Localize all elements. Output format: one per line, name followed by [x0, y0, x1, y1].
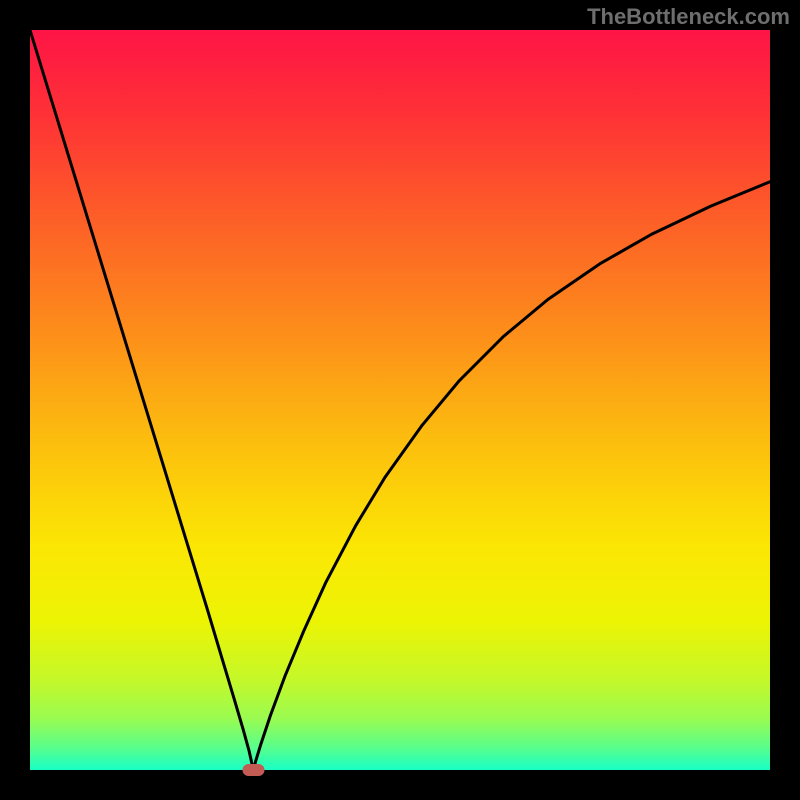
chart-container: TheBottleneck.com	[0, 0, 800, 800]
watermark-text: TheBottleneck.com	[587, 4, 790, 30]
minimum-marker	[242, 764, 264, 776]
chart-svg	[0, 0, 800, 800]
plot-background	[30, 30, 770, 770]
